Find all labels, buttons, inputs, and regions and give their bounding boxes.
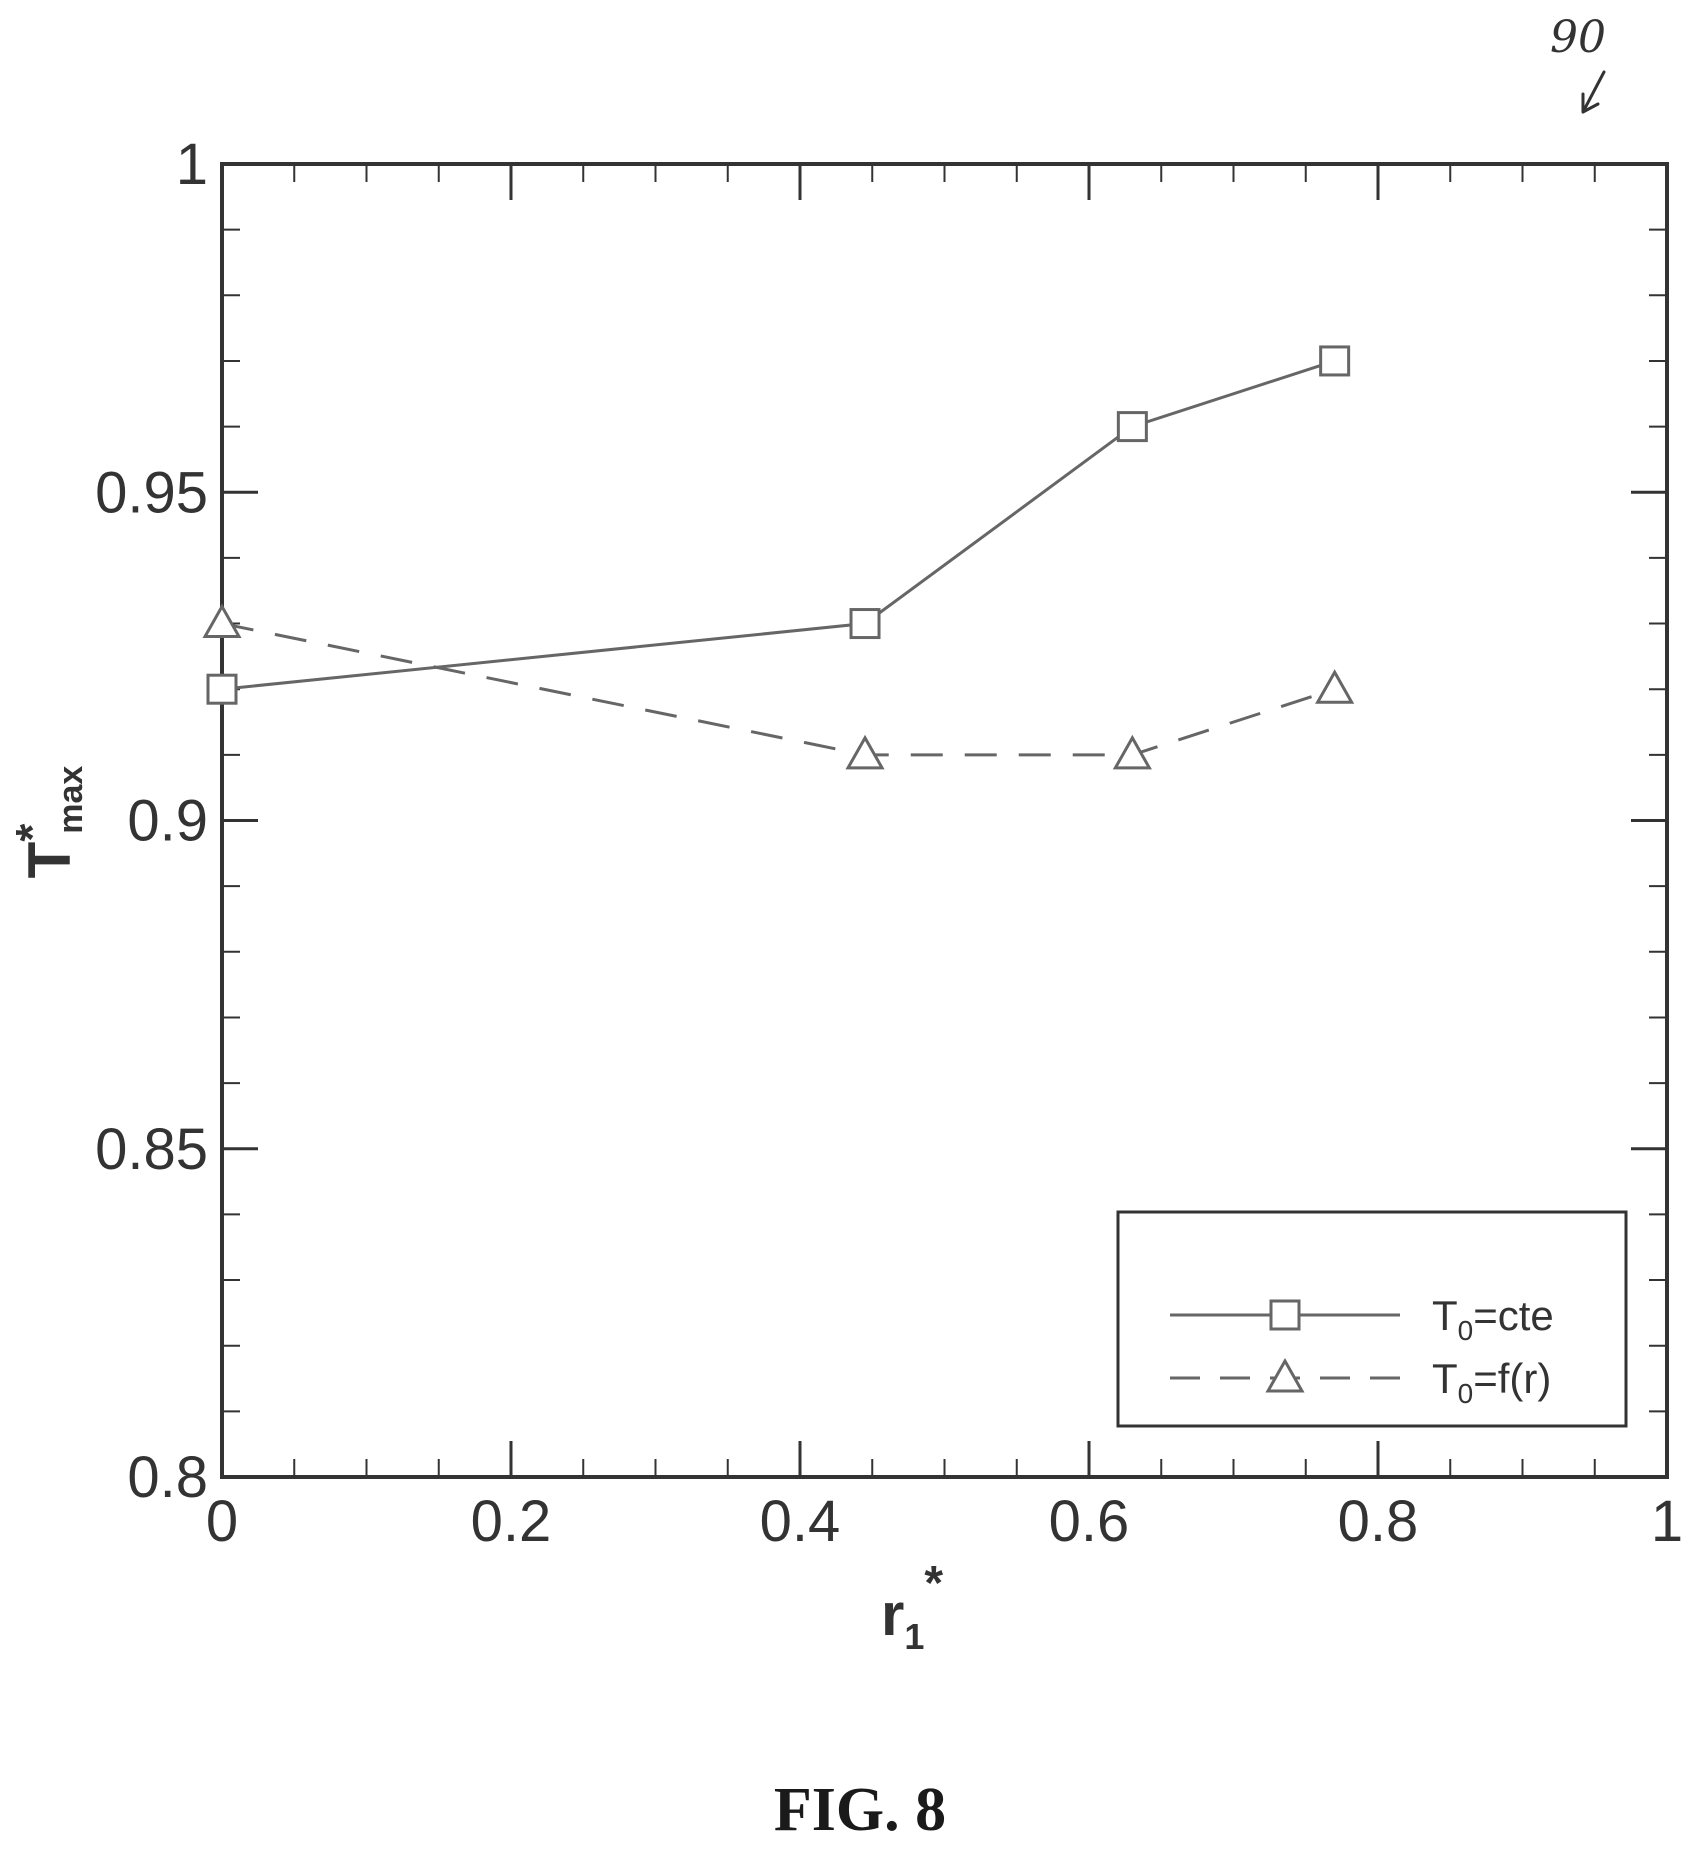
- reference-number: 90: [1550, 12, 1606, 63]
- series-layer: [221, 359, 1336, 757]
- series-line-1: [221, 359, 1336, 691]
- major-ticks: [220, 162, 1669, 1479]
- y-tick-labels: 0.8 0.85 0.9 0.95 1: [95, 132, 208, 1510]
- y-tick-label: 0.85: [95, 1117, 208, 1182]
- x-axis-label-sup: *: [924, 1557, 943, 1610]
- series-1-marker: [1319, 345, 1351, 377]
- y-tick-label: 0.95: [95, 460, 208, 525]
- series-line-2: [221, 622, 1336, 757]
- y-axis-label-sup: *: [6, 824, 58, 842]
- y-tick-label: 0.9: [127, 789, 208, 854]
- x-tick-labels: 0 0.2 0.4 0.6 0.8 1: [206, 1489, 1683, 1554]
- x-tick-label: 1: [1651, 1489, 1683, 1554]
- figure-label: FIG. 8: [774, 1776, 946, 1844]
- minor-ticks: [222, 164, 1667, 1477]
- y-axis-label: T*max: [6, 766, 90, 879]
- x-tick-label: 0: [206, 1489, 238, 1554]
- x-tick-label: 0.8: [1338, 1489, 1419, 1554]
- y-tick-label: 1: [176, 132, 208, 197]
- marker-layer: [202, 345, 1355, 770]
- series-1-marker: [849, 608, 881, 640]
- reference-arrow-icon: [1581, 70, 1606, 114]
- series-2-marker: [1315, 669, 1355, 704]
- x-axis-label-main: r: [881, 1581, 904, 1648]
- x-tick-label: 0.6: [1049, 1489, 1130, 1554]
- legend-marker-2: [1265, 1357, 1305, 1393]
- legend-label-1: T0=cte: [1432, 1292, 1554, 1346]
- x-tick-label: 0.4: [760, 1489, 841, 1554]
- x-axis-label-sub: 1: [904, 1616, 924, 1657]
- y-tick-label: 0.8: [127, 1445, 208, 1510]
- series-2-marker: [1112, 734, 1152, 770]
- series-2-marker: [202, 603, 242, 639]
- y-axis-label-main: T: [16, 842, 83, 879]
- legend: T0=cte T0=f(r): [1116, 1210, 1628, 1428]
- series-1-marker: [206, 673, 238, 705]
- legend-label-2: T0=f(r): [1432, 1355, 1551, 1409]
- x-axis-label: r1*: [881, 1557, 943, 1657]
- x-tick-label: 0.2: [471, 1489, 552, 1554]
- reference-marker: 90: [1550, 12, 1606, 114]
- series-1-marker: [1116, 411, 1148, 443]
- legend-marker-1: [1269, 1299, 1301, 1331]
- legend-entries: T0=cte T0=f(r): [1170, 1292, 1554, 1409]
- y-axis-label-sub: max: [52, 766, 90, 834]
- legend-box: [1116, 1210, 1628, 1428]
- series-2-marker: [845, 734, 885, 770]
